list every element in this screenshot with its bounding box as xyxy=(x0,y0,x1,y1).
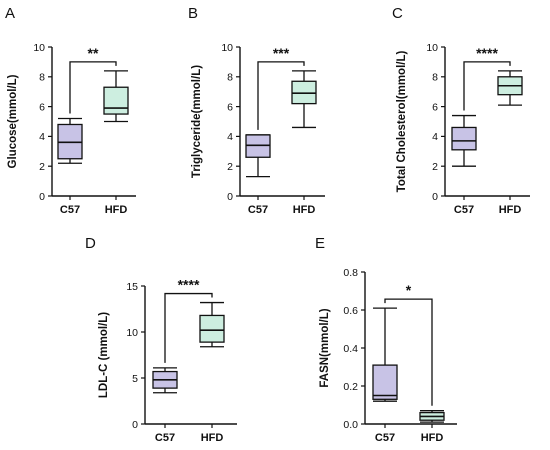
y-tick-label: 0.8 xyxy=(343,267,358,279)
y-tick-label: 6 xyxy=(432,101,438,113)
y-tick-label: 0 xyxy=(132,419,138,431)
y-tick-label: 4 xyxy=(39,131,45,143)
y-tick-label: 2 xyxy=(39,161,45,173)
y-axis-title: LDL-C (mmol/L) xyxy=(98,312,110,398)
y-tick-label: 0.2 xyxy=(343,381,358,393)
y-tick-label: 6 xyxy=(39,101,45,113)
iqr-box xyxy=(199,314,225,343)
category-label-c57: C57 xyxy=(248,204,268,216)
category-label-c57: C57 xyxy=(454,204,474,216)
panel-letter: C xyxy=(392,5,403,22)
box-c57 xyxy=(152,367,178,394)
y-tick-label: 0 xyxy=(432,191,438,203)
panel-d: D LDL-C (mmol/L) 0 5 10 15 C57 HFD **** xyxy=(85,235,237,444)
panel-letter: E xyxy=(315,235,325,252)
category-label-c57: C57 xyxy=(375,432,395,444)
significance-bracket xyxy=(257,61,305,130)
significance-bracket xyxy=(384,298,433,406)
box-hfd xyxy=(103,70,129,123)
significance-bracket xyxy=(164,292,213,363)
category-label-hfd: HFD xyxy=(105,204,128,216)
significance-label: **** xyxy=(178,277,200,293)
category-label-c57: C57 xyxy=(155,432,175,444)
y-axis-title: Total Cholesterol(mmol/L) xyxy=(396,51,408,193)
y-tick-label: 10 xyxy=(221,42,233,54)
y-axis-title: Glucose(mmol/L) xyxy=(7,74,19,168)
iqr-box xyxy=(103,86,129,115)
y-tick-label: 4 xyxy=(227,131,233,143)
box-hfd xyxy=(419,410,445,423)
y-tick-label: 0.0 xyxy=(343,419,358,431)
box-c57 xyxy=(372,307,398,402)
y-tick-label: 2 xyxy=(227,161,233,173)
category-label-hfd: HFD xyxy=(499,204,522,216)
y-tick-label: 6 xyxy=(227,101,233,113)
y-tick-label: 10 xyxy=(126,327,138,339)
category-label-hfd: HFD xyxy=(201,432,224,444)
box-hfd xyxy=(199,301,225,348)
y-tick-label: 2 xyxy=(432,161,438,173)
panel-b: B Triglyceride(mmol/L) 0 2 4 6 8 10 C57 HFD *** xyxy=(188,5,325,216)
box-hfd xyxy=(497,70,523,106)
y-tick-label: 10 xyxy=(33,42,45,54)
significance-label: *** xyxy=(273,45,290,61)
significance-label: * xyxy=(406,282,412,298)
y-tick-label: 8 xyxy=(39,72,45,84)
panel-a: A Glucose(mmol/L) 0 2 4 6 8 10 C57 HFD ** xyxy=(5,5,136,216)
y-tick-label: 0 xyxy=(39,191,45,203)
iqr-box xyxy=(451,126,477,151)
significance-bracket xyxy=(69,61,117,114)
panel-e: E FASN(mmol/L) 0.0 0.2 0.4 0.6 0.8 C57 HFD * xyxy=(315,235,457,444)
y-tick-label: 0.4 xyxy=(343,343,358,355)
y-tick-label: 8 xyxy=(227,72,233,84)
y-tick-label: 0.6 xyxy=(343,305,358,317)
box-c57 xyxy=(57,117,83,164)
y-tick-label: 4 xyxy=(432,131,438,143)
significance-label: **** xyxy=(476,45,498,61)
category-label-hfd: HFD xyxy=(421,432,444,444)
significance-bracket xyxy=(463,61,511,111)
y-tick-label: 5 xyxy=(132,373,138,385)
panel-letter: B xyxy=(188,5,198,22)
panel-c: C Total Cholesterol(mmol/L) 0 2 4 6 8 10 C57 HFD *… xyxy=(392,5,530,216)
significance-label: ** xyxy=(88,45,99,61)
box-c57 xyxy=(245,134,271,178)
y-tick-label: 10 xyxy=(426,42,438,54)
box-hfd xyxy=(291,70,317,129)
panel-letter: D xyxy=(85,235,96,252)
y-tick-label: 8 xyxy=(432,72,438,84)
y-tick-label: 15 xyxy=(126,281,138,293)
iqr-box xyxy=(372,364,398,400)
category-label-c57: C57 xyxy=(60,204,80,216)
box-c57 xyxy=(451,114,477,167)
panel-letter: A xyxy=(5,5,15,22)
y-axis-title: FASN(mmol/L) xyxy=(319,308,331,387)
y-axis-title: Triglyceride(mmol/L) xyxy=(191,65,203,178)
y-tick-label: 0 xyxy=(227,191,233,203)
category-label-hfd: HFD xyxy=(293,204,316,216)
